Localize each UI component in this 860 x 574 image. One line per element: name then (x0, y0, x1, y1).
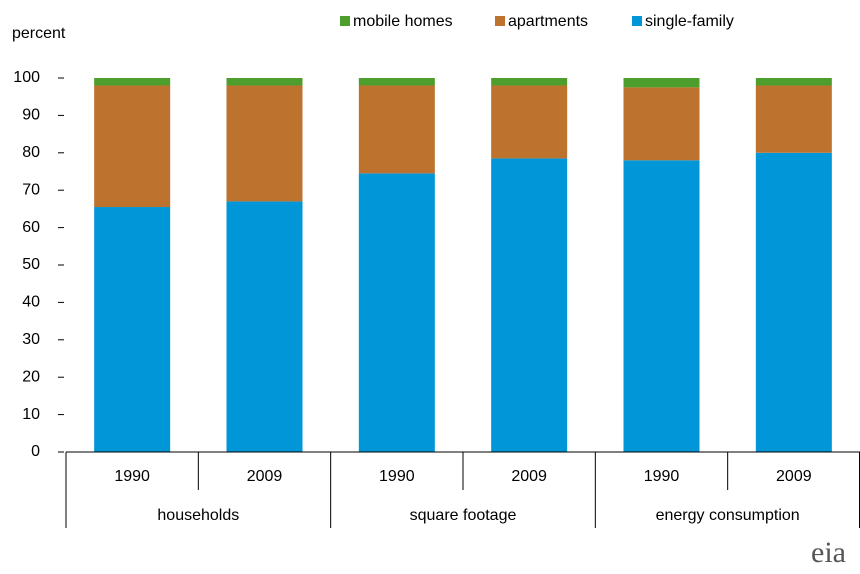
group-label: energy consumption (656, 507, 800, 524)
y-tick-label: 10 (22, 406, 40, 423)
legend-swatch (340, 16, 350, 26)
bar-segment (623, 78, 700, 88)
bar-segment (94, 85, 171, 208)
x-tick-label: 2009 (247, 468, 283, 485)
bar-segment (755, 152, 832, 453)
logo: eia (811, 536, 846, 569)
y-tick-label: 70 (22, 181, 40, 198)
legend-label: single-family (645, 13, 734, 30)
x-tick-label: 2009 (776, 468, 812, 485)
legend-swatch (632, 16, 642, 26)
legend-label: apartments (508, 13, 588, 30)
bar-segment (358, 78, 435, 86)
group-label: square footage (410, 507, 517, 524)
bar-segment (755, 78, 832, 86)
x-tick-label: 1990 (114, 468, 150, 485)
bar-segment (358, 173, 435, 452)
bar-segment (94, 207, 171, 452)
bar-segment (226, 78, 303, 86)
legend-swatch (495, 16, 505, 26)
y-tick-label: 20 (22, 368, 40, 385)
legend-label: mobile homes (353, 13, 453, 30)
bar-segment (491, 85, 568, 159)
bar-segment (226, 201, 303, 452)
y-tick-label: 0 (31, 443, 40, 460)
group-label: households (157, 507, 239, 524)
x-tick-label: 2009 (511, 468, 547, 485)
bar-segment (755, 85, 832, 153)
bar-segment (94, 78, 171, 86)
y-tick-label: 100 (13, 69, 40, 86)
y-axis-label: percent (12, 25, 66, 42)
bar-segment (358, 85, 435, 174)
bar-segment (491, 78, 568, 86)
bar-segment (491, 158, 568, 452)
x-tick-label: 1990 (644, 468, 680, 485)
y-tick-label: 50 (22, 256, 40, 273)
bar-segment (623, 87, 700, 161)
y-tick-label: 60 (22, 219, 40, 236)
bar-segment (623, 160, 700, 452)
y-tick-label: 80 (22, 144, 40, 161)
x-tick-label: 1990 (379, 468, 415, 485)
y-tick-label: 40 (22, 294, 40, 311)
y-tick-label: 30 (22, 331, 40, 348)
bar-segment (226, 85, 303, 202)
y-tick-label: 90 (22, 107, 40, 124)
